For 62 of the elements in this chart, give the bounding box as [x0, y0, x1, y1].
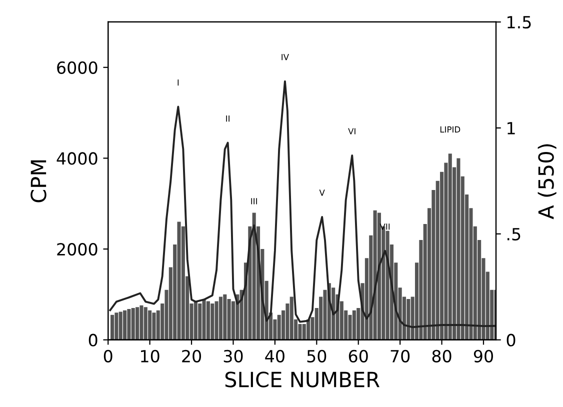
x-tick-label: 50 [307, 350, 326, 362]
bar [123, 310, 127, 340]
bar [118, 312, 122, 340]
x-tick-label: 40 [265, 350, 284, 362]
x-tick-label: 70 [390, 350, 410, 362]
x-tick-label: 90 [474, 350, 493, 362]
y-tick-label: 6000 [57, 61, 98, 74]
bar [252, 212, 256, 340]
annotation: VI [348, 128, 356, 134]
line-series [109, 80, 496, 328]
bar [227, 298, 231, 340]
bar [114, 312, 118, 340]
bar [127, 308, 131, 340]
annotation: III [251, 198, 257, 204]
y-tick-label: 2000 [57, 242, 98, 256]
x-tick-label: 60 [348, 350, 368, 362]
annotation: IV [282, 54, 289, 60]
bar [406, 298, 410, 340]
bar [456, 158, 460, 340]
bar [302, 324, 306, 340]
x-axis-title: SLICE NUMBER [225, 372, 380, 388]
annotation: II [226, 116, 230, 122]
x-tick-label: 80 [432, 350, 452, 362]
y2-axis-title: A (550) [538, 144, 556, 220]
bar [373, 210, 377, 340]
bar [448, 154, 452, 340]
y2-tick-label: .5 [508, 228, 520, 240]
y2-tick-label: 0 [506, 334, 516, 346]
bar [198, 304, 202, 340]
bar [206, 301, 210, 340]
bar [348, 314, 352, 340]
y2-tick-label: 1 [508, 122, 515, 134]
bar [277, 314, 281, 340]
bar [210, 304, 214, 340]
bar [136, 307, 140, 340]
y-tick-label: 4000 [56, 152, 98, 165]
bar [202, 298, 206, 340]
bar [377, 212, 381, 340]
x-tick-label: 30 [224, 350, 243, 362]
bar [110, 314, 114, 340]
y-tick-label: 0 [88, 334, 98, 346]
bar [194, 301, 198, 340]
bar [223, 294, 227, 340]
y-axis-title: CPM [30, 160, 46, 202]
bar [148, 310, 152, 340]
y2-tick-label: 1.5 [508, 16, 531, 29]
bar [177, 222, 181, 340]
bar [144, 307, 148, 340]
bar [131, 308, 135, 340]
bar [290, 296, 294, 340]
annotation: LIPID [440, 126, 460, 132]
bar [352, 310, 356, 340]
bar [152, 312, 156, 340]
bar [181, 226, 185, 340]
x-tick-label: 0 [104, 350, 112, 362]
x-tick-label: 10 [141, 350, 160, 362]
bar [140, 305, 144, 340]
x-tick-label: 20 [182, 350, 202, 362]
annotation: I [178, 79, 179, 86]
bar [298, 324, 302, 340]
bar [218, 296, 222, 340]
annotation: V [319, 190, 325, 196]
